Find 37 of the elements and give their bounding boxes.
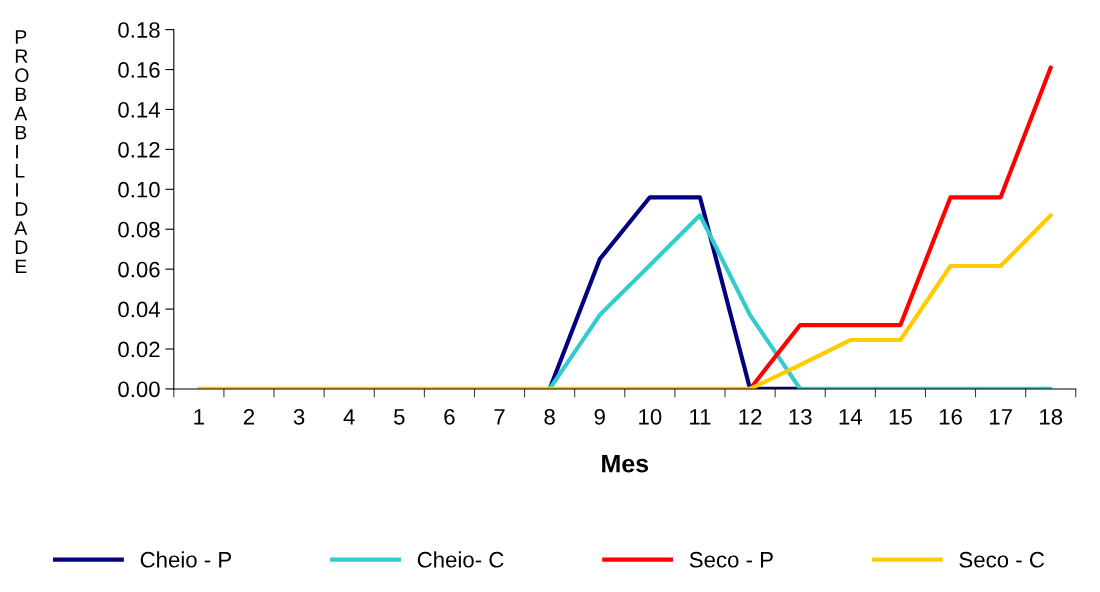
legend-label: Seco - P (689, 551, 773, 568)
y-tick-label: 0.04 (118, 301, 160, 318)
x-tick-label: 16 (939, 408, 962, 425)
legend-label: Cheio- C (417, 551, 504, 568)
y-tick-label: 0.14 (118, 101, 160, 118)
x-tick-label: 9 (594, 408, 605, 425)
line-series (747, 65, 1053, 389)
x-tick-label: 2 (243, 408, 255, 425)
x-tick-label: 10 (639, 408, 662, 425)
y-tick-label: 0.18 (118, 22, 160, 38)
x-tick-label: 11 (690, 409, 711, 425)
x-tick-label: 15 (889, 409, 912, 425)
x-tick-label: 8 (544, 408, 555, 425)
x-tick-label: 4 (343, 409, 355, 425)
x-tick-label: 14 (839, 409, 863, 425)
legend-label: Cheio - P (140, 551, 232, 568)
line-series (547, 213, 1053, 389)
x-tick-label: 12 (739, 408, 762, 425)
y-tick-label: 0.16 (118, 62, 160, 78)
x-tick-label: 5 (394, 409, 405, 425)
y-tick-label: 0.02 (118, 341, 160, 358)
y-tick-label: 0.06 (118, 261, 160, 278)
legend-label: Seco - C (959, 551, 1045, 568)
line-series (196, 213, 1053, 389)
x-tick-label: 18 (1040, 408, 1063, 425)
text: PROBABILIDADE (14, 30, 29, 274)
x-tick-label: 6 (444, 408, 455, 425)
x-tick-label: 3 (293, 408, 305, 425)
x-tick-label: 7 (494, 409, 505, 425)
x-tick-label: 1 (194, 409, 204, 425)
y-tick-label: 0.10 (118, 181, 160, 198)
y-tick-label: 0.12 (118, 141, 160, 158)
x-axis-title: Mes (602, 455, 649, 473)
x-tick-label: 13 (789, 408, 812, 425)
y-tick-label: 0.08 (118, 221, 160, 238)
x-tick-label: 17 (989, 409, 1012, 425)
y-tick-label: 0.00 (118, 381, 160, 398)
